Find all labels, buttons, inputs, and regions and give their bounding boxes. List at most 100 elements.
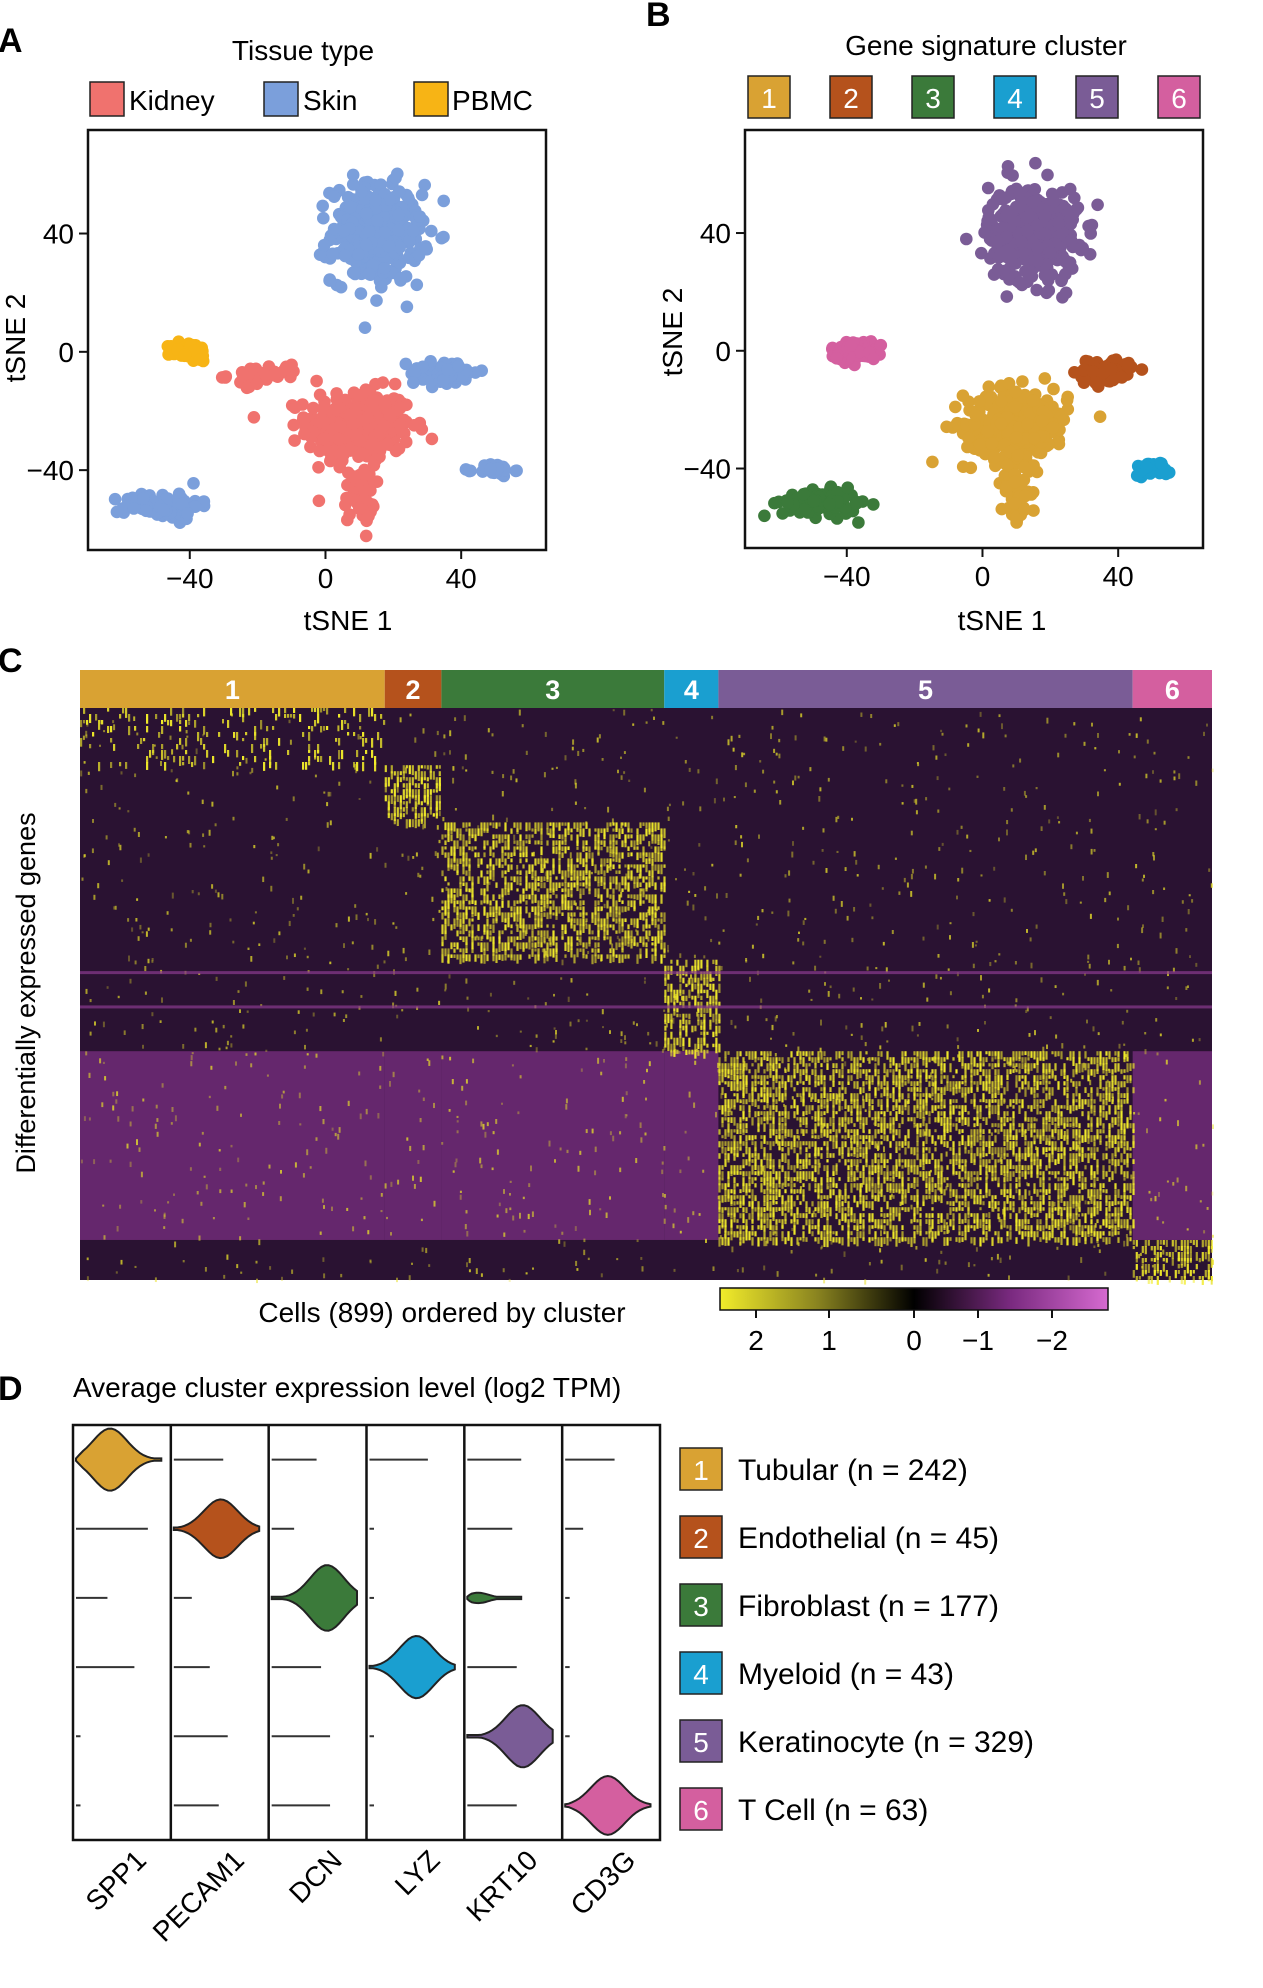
heatmap-cell-high bbox=[272, 708, 275, 714]
panel-a-title: Tissue type bbox=[232, 35, 374, 66]
heatmap-cell-high bbox=[456, 870, 459, 876]
heatmap-cell-high bbox=[546, 858, 549, 864]
heatmap-cell-high bbox=[576, 852, 579, 862]
heatmap-cell-high bbox=[606, 822, 609, 830]
heatmap-cell-high bbox=[522, 840, 525, 847]
heatmap-cell-high bbox=[916, 1057, 919, 1068]
heatmap-cell-high bbox=[603, 870, 606, 876]
heatmap-cell-high bbox=[787, 1171, 790, 1179]
scatter-point-kidney bbox=[407, 419, 421, 432]
heatmap-cell-high bbox=[519, 930, 522, 941]
heatmap-cell-high bbox=[495, 900, 498, 910]
heatmap-cell-high bbox=[745, 1129, 748, 1134]
heatmap-cell-high bbox=[374, 756, 377, 765]
heatmap-cell-high bbox=[624, 918, 627, 923]
heatmap-cell-high bbox=[396, 771, 399, 778]
heatmap-cell-high bbox=[871, 1135, 874, 1144]
heatmap-cell-high bbox=[856, 1153, 859, 1158]
heatmap-cell-high bbox=[317, 756, 320, 762]
heatmap-cell-high bbox=[706, 983, 709, 988]
heatmap-cell-high bbox=[471, 888, 474, 898]
heatmap-cell-high bbox=[685, 983, 688, 988]
heatmap-cell-high bbox=[736, 1171, 739, 1175]
heatmap-cell-high bbox=[784, 1219, 787, 1225]
heatmap-cell-high bbox=[772, 1129, 775, 1136]
heatmap-cell-high bbox=[790, 1165, 793, 1170]
heatmap-cell-high bbox=[534, 894, 537, 903]
heatmap-cell-high bbox=[483, 846, 486, 850]
heatmap-cell-high bbox=[314, 756, 317, 760]
heatmap-cell-high bbox=[721, 1237, 724, 1246]
heatmap-cell-high bbox=[880, 1237, 883, 1247]
heatmap-cell-high bbox=[721, 1177, 724, 1181]
heatmap-cell-high bbox=[555, 954, 558, 962]
heatmap-cell-high bbox=[642, 846, 645, 856]
panel-a-tissue-tsne: Tissue type Kidney Skin PBMC −40 0 40−4004… bbox=[0, 35, 548, 636]
heatmap-cell-high bbox=[886, 1069, 889, 1078]
heatmap-cell-high bbox=[832, 1069, 835, 1076]
heatmap-cell-high bbox=[751, 1201, 754, 1209]
heatmap-cell-high bbox=[667, 1043, 670, 1052]
heatmap-cell-high bbox=[648, 870, 651, 877]
heatmap-cell-high bbox=[841, 1225, 844, 1231]
heatmap-cell-high bbox=[841, 1195, 844, 1200]
scatter-point-5 bbox=[1019, 264, 1032, 278]
heatmap-cell-high bbox=[510, 852, 513, 857]
heatmap-cell-high bbox=[648, 906, 651, 916]
heatmap-cell-high bbox=[841, 1147, 844, 1155]
heatmap-cell-high bbox=[645, 912, 648, 918]
heatmap-cell-high bbox=[733, 1195, 736, 1200]
heatmap-cell-high bbox=[645, 918, 648, 928]
heatmap-cell-high bbox=[576, 834, 579, 844]
heatmap-cell-high bbox=[435, 801, 438, 811]
heatmap-cell-high bbox=[519, 906, 522, 914]
heatmap-cell-high bbox=[679, 965, 682, 974]
heatmap-cell-high bbox=[501, 900, 504, 908]
heatmap-cell-high bbox=[841, 1117, 844, 1127]
heatmap-cell-high bbox=[694, 1043, 697, 1051]
heatmap-cell-high bbox=[817, 1201, 820, 1211]
heatmap-cell-high bbox=[676, 1013, 679, 1018]
heatmap-cell-high bbox=[670, 965, 673, 975]
heatmap-cell-high bbox=[862, 1177, 865, 1185]
heatmap-cluster-label-3: 3 bbox=[545, 675, 560, 705]
heatmap-cell-high bbox=[609, 858, 612, 867]
heatmap-cell-high bbox=[802, 1213, 805, 1218]
heatmap-cell-high bbox=[576, 942, 579, 946]
heatmap-cell-high bbox=[793, 1177, 796, 1181]
heatmap-cell-high bbox=[603, 882, 606, 890]
heatmap-cell-high bbox=[799, 1213, 802, 1218]
heatmap-cell-high bbox=[892, 1171, 895, 1179]
heatmap-cell-high bbox=[504, 876, 507, 885]
heatmap-cell-high bbox=[648, 828, 651, 835]
heatmap-cell-high bbox=[859, 1195, 862, 1203]
heatmap-low-band bbox=[1132, 1051, 1212, 1240]
heatmap-cell-high bbox=[438, 777, 441, 787]
heatmap-cell-high bbox=[664, 995, 667, 1003]
heatmap-cell-high bbox=[895, 1207, 898, 1217]
heatmap-cell-high bbox=[486, 828, 489, 833]
heatmap-cell-high bbox=[712, 995, 715, 1004]
heatmap-cell-high bbox=[603, 834, 606, 840]
heatmap-cell-high bbox=[808, 1087, 811, 1097]
heatmap-cell-high bbox=[495, 834, 498, 839]
heatmap-cell-high bbox=[724, 1117, 727, 1121]
heatmap-cell-high bbox=[889, 1237, 892, 1242]
heatmap-cell-high bbox=[859, 1183, 862, 1193]
legend-swatch-cluster-6 bbox=[1157, 75, 1201, 119]
heatmap-cell-high bbox=[856, 1141, 859, 1148]
heatmap-cell-high bbox=[772, 1123, 775, 1132]
heatmap-cell-high bbox=[793, 1183, 796, 1188]
heatmap-cell-high bbox=[356, 762, 359, 772]
heatmap-cell-high bbox=[670, 983, 673, 992]
heatmap-cell-high bbox=[697, 959, 700, 970]
heatmap-cell-high bbox=[781, 1141, 784, 1146]
heatmap-cell-high bbox=[898, 1123, 901, 1128]
heatmap-cell-high bbox=[817, 1147, 820, 1155]
heatmap-cell-high bbox=[688, 1037, 691, 1047]
heatmap-cell-high bbox=[817, 1123, 820, 1127]
heatmap-cell-high bbox=[627, 954, 630, 959]
heatmap-cell-high bbox=[447, 828, 450, 836]
heatmap-cell-high bbox=[609, 882, 612, 890]
